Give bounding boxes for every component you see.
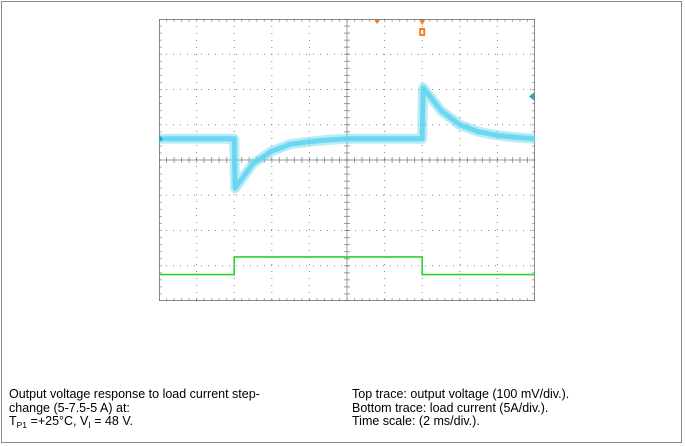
delay-marker-icon <box>374 20 381 24</box>
voltage-value: = 48 V. <box>90 414 134 428</box>
caption-time-scale: Time scale: (2 ms/div.). <box>352 414 480 428</box>
temp-value: =+25°C, V <box>27 414 89 428</box>
channel-marker-icon <box>159 134 163 143</box>
markers <box>159 20 534 143</box>
temp-symbol: T <box>9 414 17 428</box>
graticule <box>159 19 535 301</box>
trigger-position-icon-mark <box>421 30 424 34</box>
trigger-arrow-icon <box>419 20 426 25</box>
caption-left-line-2: change (5-7.5-5 A) at: <box>9 400 130 415</box>
oscilloscope-plot <box>159 19 535 301</box>
temp-subscript: P1 <box>16 420 28 430</box>
caption-conditions: Output voltage response to load current … <box>9 387 344 430</box>
oscilloscope-screen <box>159 19 535 301</box>
caption-top-trace: Top trace: output voltage (100 mV/div.). <box>352 387 570 401</box>
traces <box>159 82 535 276</box>
voltage-trace <box>159 85 535 191</box>
caption-left-line-3: TP1 =+25°C, VI = 48 V. <box>9 414 344 430</box>
voltage-subscript: I <box>88 420 91 430</box>
caption-bottom-trace: Bottom trace: load current (5A/div.). <box>352 400 549 415</box>
current-trace <box>159 256 535 276</box>
trigger-level-icon <box>529 92 534 101</box>
caption-left-line-1: Output voltage response to load current … <box>9 387 260 401</box>
caption-traces: Top trace: output voltage (100 mV/div.).… <box>352 387 677 429</box>
